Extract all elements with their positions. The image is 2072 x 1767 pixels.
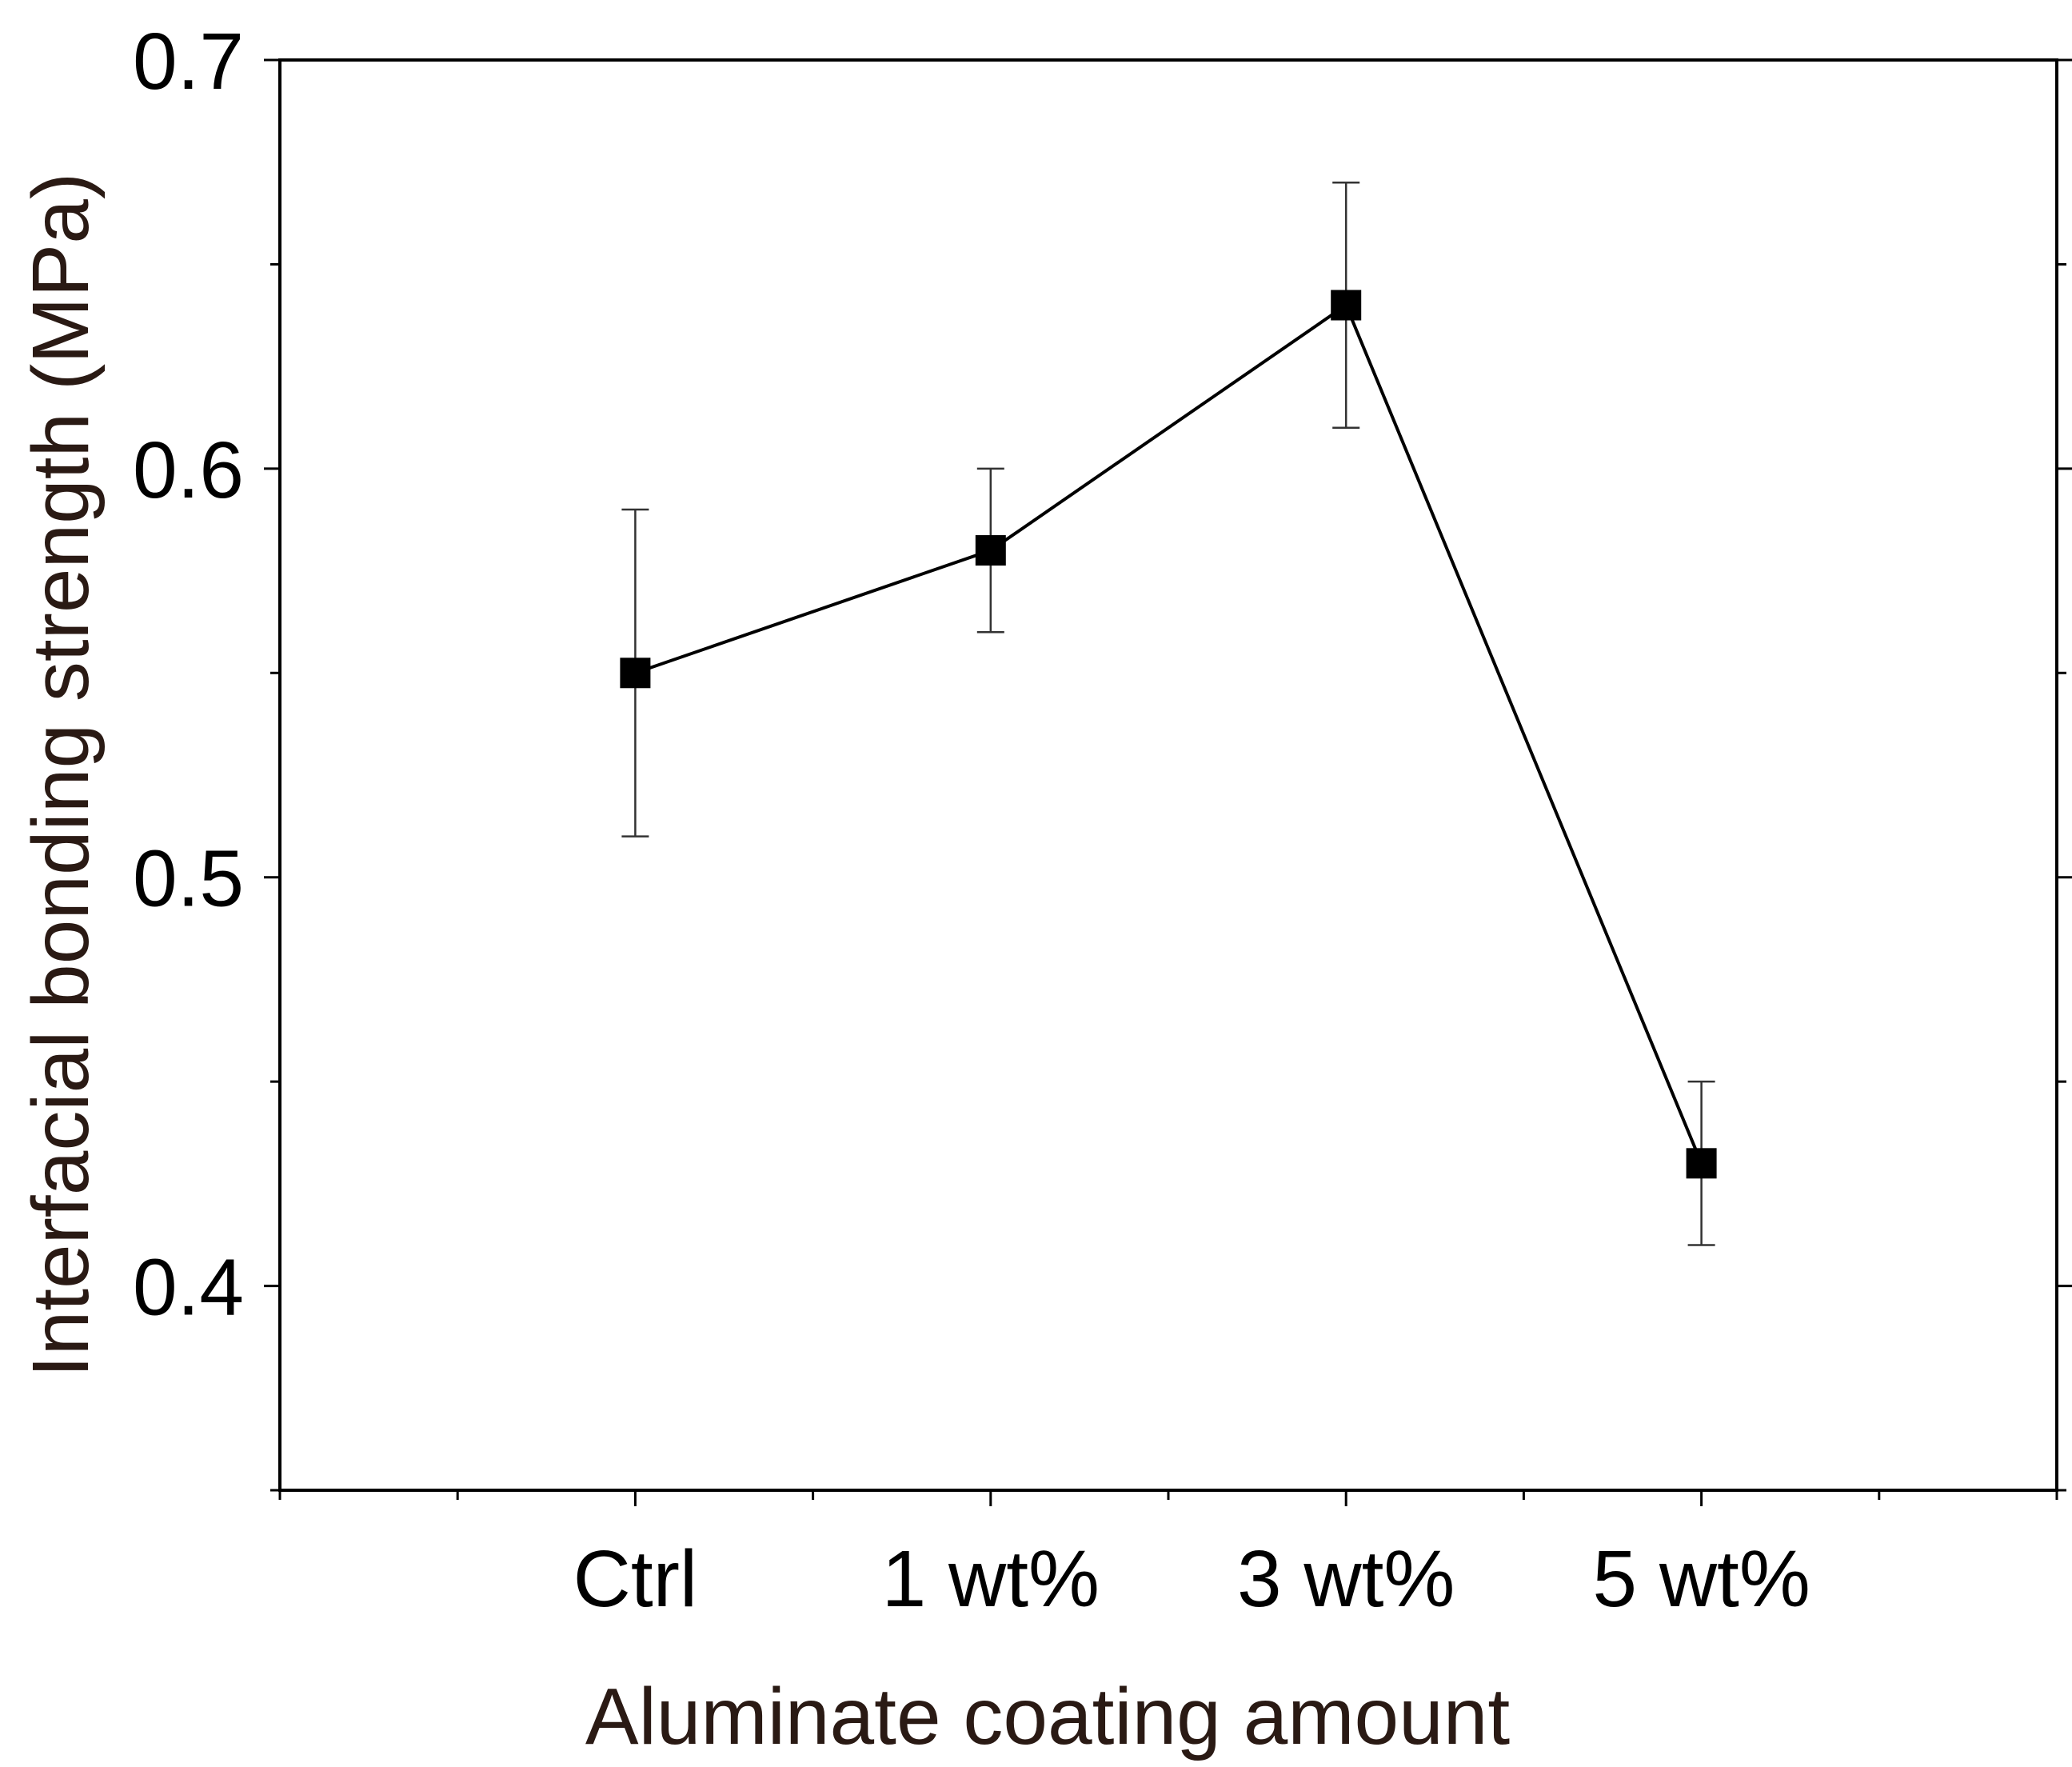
- series-group: [620, 182, 1717, 1246]
- y-tick-label: 0.4: [133, 1243, 244, 1333]
- plot-frame: [278, 58, 2058, 1492]
- y-axis-ticks: 0.4 0.5 0.6 0.7: [133, 17, 2072, 1492]
- x-tick-label: 5 wt%: [1592, 1534, 1810, 1624]
- y-tick-label: 0.5: [133, 834, 244, 924]
- x-axis-title: Aluminate coating amount: [585, 1672, 1510, 1761]
- x-tick-label: Ctrl: [573, 1534, 698, 1624]
- data-point-marker: [620, 658, 651, 689]
- x-tick-label: 1 wt%: [882, 1534, 1100, 1624]
- y-tick-label: 0.6: [133, 426, 244, 515]
- series-line: [634, 302, 1703, 1165]
- x-axis-ticks: Ctrl 1 wt% 3 wt% 5 wt%: [278, 1490, 2058, 1624]
- data-point-marker: [975, 535, 1006, 566]
- x-tick-label: 3 wt%: [1237, 1534, 1455, 1624]
- data-point-marker: [1331, 290, 1362, 321]
- data-point-marker: [1686, 1148, 1717, 1179]
- y-axis-title: Interfacial bonding strength (MPa): [16, 173, 106, 1377]
- y-tick-label: 0.7: [133, 17, 244, 106]
